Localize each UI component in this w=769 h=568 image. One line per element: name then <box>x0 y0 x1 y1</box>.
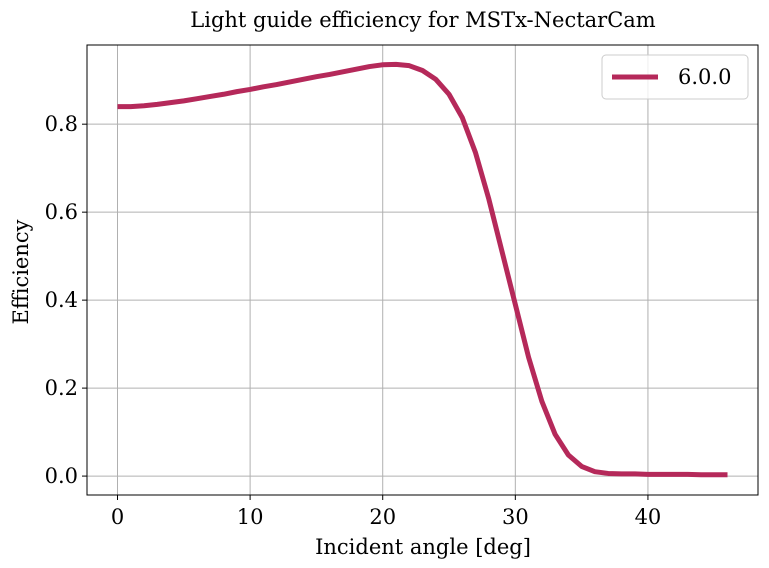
legend-label: 6.0.0 <box>678 65 731 89</box>
chart-title: Light guide efficiency for MSTx-NectarCa… <box>190 8 656 32</box>
x-tick-label: 0 <box>111 505 124 529</box>
y-tick-label: 0.4 <box>45 288 78 312</box>
x-tick-label: 30 <box>502 505 529 529</box>
y-tick-label: 0.2 <box>45 376 78 400</box>
y-axis-label: Efficiency <box>9 219 33 324</box>
legend-box <box>601 54 749 100</box>
x-tick-label: 40 <box>635 505 662 529</box>
plot-frame <box>86 44 759 496</box>
series-line <box>117 61 728 478</box>
series-layer <box>117 61 728 478</box>
axis-ticks: 0 10 20 30 40 0.0 0.2 0.4 0.6 0.8 <box>45 112 662 529</box>
y-tick-label: 0.6 <box>45 200 78 224</box>
x-tick-label: 10 <box>237 505 264 529</box>
y-tick-label: 0.0 <box>45 464 78 488</box>
grid <box>87 45 758 495</box>
legend: 6.0.0 <box>601 54 749 100</box>
x-tick-label: 20 <box>369 505 396 529</box>
y-tick-label: 0.8 <box>45 112 78 136</box>
x-axis-label: Incident angle [deg] <box>315 535 531 559</box>
